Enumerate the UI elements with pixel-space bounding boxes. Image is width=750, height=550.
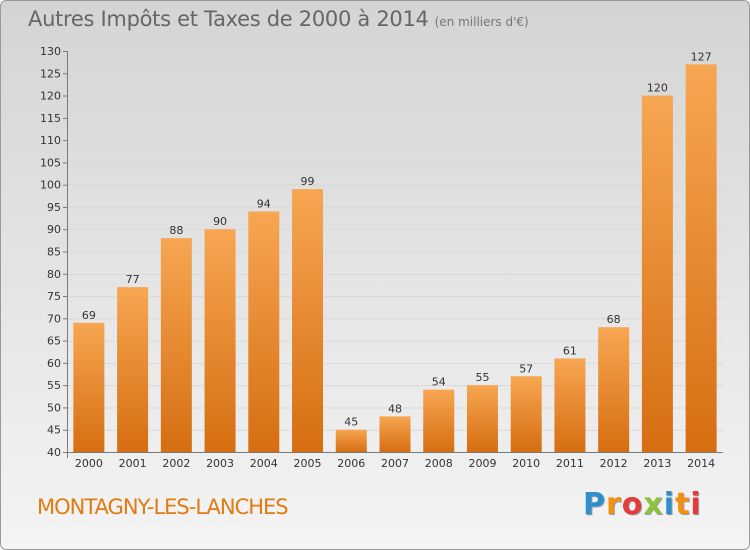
y-tick-label: 75 — [47, 290, 61, 303]
x-tick-label: 2008 — [425, 457, 453, 470]
bar-value-label: 88 — [169, 224, 183, 237]
y-tick-label: 95 — [47, 201, 61, 214]
logo-letter: r — [606, 487, 622, 522]
bar-value-label: 45 — [344, 416, 358, 429]
x-tick-label: 2013 — [643, 457, 671, 470]
bar — [685, 64, 717, 452]
x-tick-label: 2006 — [337, 457, 365, 470]
y-tick-label: 125 — [40, 67, 61, 80]
commune-name: MONTAGNY-LES-LANCHES — [37, 495, 289, 519]
y-tick-label: 110 — [40, 134, 61, 147]
logo-letter: t — [675, 487, 691, 522]
bar — [510, 376, 542, 452]
x-tick-label: 2002 — [162, 457, 190, 470]
bar — [598, 327, 630, 452]
bar-value-label: 99 — [301, 175, 315, 188]
bar — [73, 322, 105, 452]
bar-value-label: 55 — [475, 371, 489, 384]
logo-letter: x — [643, 487, 664, 522]
bar — [248, 211, 280, 452]
y-tick-label: 50 — [47, 401, 61, 414]
bars: 69 77 88 90 94 99 45 48 54 55 57 61 68 120 127 — [73, 50, 717, 453]
y-tick-label: 40 — [47, 446, 61, 459]
y-tick-label: 65 — [47, 335, 61, 348]
logo-letter: P — [583, 487, 606, 522]
bar — [117, 287, 149, 452]
x-tick-label: 2009 — [468, 457, 496, 470]
bar — [379, 416, 411, 452]
y-axis: 40 45 50 55 60 65 70 75 80 85 90 95 100 105 110 115 120 1… — [40, 45, 68, 459]
bar — [160, 238, 192, 452]
x-tick-label: 2012 — [600, 457, 628, 470]
bar-value-label: 69 — [82, 309, 96, 322]
y-tick-label: 120 — [40, 90, 61, 103]
y-tick-label: 85 — [47, 246, 61, 259]
y-tick-label: 55 — [47, 379, 61, 392]
x-tick-label: 2007 — [381, 457, 409, 470]
y-tick-label: 90 — [47, 223, 61, 236]
y-tick-label: 100 — [40, 179, 61, 192]
chart-title-text: Autres Impôts et Taxes de 2000 à 2014 — [28, 7, 429, 31]
logo-letter: o — [621, 487, 644, 522]
bar-value-label: 90 — [213, 215, 227, 228]
bar — [292, 189, 324, 452]
bar-value-label: 57 — [519, 362, 533, 375]
x-tick-label: 2010 — [512, 457, 540, 470]
logo-letter: i — [663, 487, 676, 522]
chart-unit: (en milliers d'€) — [434, 15, 529, 29]
logo-letter: i — [690, 487, 702, 522]
bar-value-label: 61 — [563, 344, 577, 357]
x-tick-label: 2001 — [119, 457, 147, 470]
x-tick-label: 2011 — [556, 457, 584, 470]
x-tick-label: 2000 — [75, 457, 103, 470]
bar-value-label: 48 — [388, 402, 402, 415]
x-tick-label: 2004 — [250, 457, 278, 470]
bar-value-label: 94 — [257, 197, 271, 210]
bar-value-label: 77 — [126, 273, 140, 286]
y-tick-label: 70 — [47, 312, 61, 325]
y-tick-label: 115 — [40, 112, 61, 125]
y-tick-label: 130 — [40, 45, 61, 58]
bar-value-label: 120 — [647, 82, 668, 95]
bar-value-label: 127 — [691, 50, 712, 63]
bar — [423, 389, 455, 452]
proxiti-logo[interactable]: Proxiti — [583, 487, 702, 522]
y-tick-label: 45 — [47, 424, 61, 437]
y-tick-label: 105 — [40, 156, 61, 169]
bar-value-label: 54 — [432, 376, 446, 389]
bar — [335, 429, 367, 452]
y-tick-label: 80 — [47, 268, 61, 281]
y-tick-label: 60 — [47, 357, 61, 370]
x-tick-label: 2014 — [687, 457, 715, 470]
bar — [641, 95, 673, 453]
x-tick-label: 2003 — [206, 457, 234, 470]
x-tick-label: 2005 — [294, 457, 322, 470]
chart-title: Autres Impôts et Taxes de 2000 à 2014 (en… — [28, 7, 529, 31]
x-axis: 2000 2001 2002 2003 2004 2005 2006 2007 2008 2009… — [67, 452, 723, 470]
bar — [466, 385, 498, 452]
bar-value-label: 68 — [607, 313, 621, 326]
bar — [204, 229, 236, 452]
bar — [554, 358, 586, 452]
